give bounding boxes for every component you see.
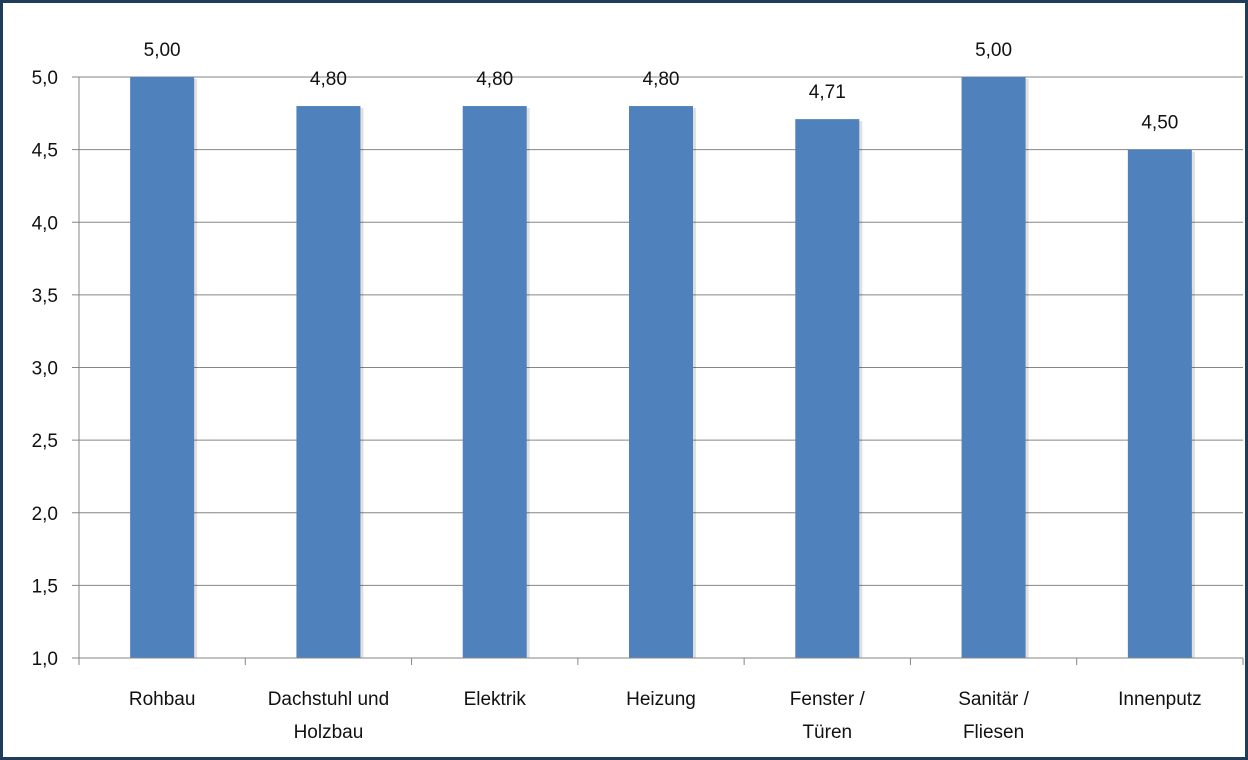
y-tick-label: 5,0 <box>32 68 58 89</box>
data-label: 4,80 <box>643 69 680 90</box>
bar-chart: 1,0 1,5 2,0 2,5 3,0 3,5 4,0 4,5 5,0 5,00 4,80 4,80 4… <box>32 40 1244 743</box>
x-category-label: Sanitär / <box>958 689 1029 710</box>
bar <box>795 119 860 658</box>
x-category-label: Fliesen <box>963 722 1024 743</box>
y-tick-label: 2,5 <box>32 431 58 452</box>
data-label: 4,71 <box>809 82 846 103</box>
y-tick-label: 2,0 <box>32 504 58 525</box>
x-category-label: Rohbau <box>129 689 196 710</box>
bar <box>462 106 527 659</box>
data-label: 4,50 <box>1141 113 1178 134</box>
data-label: 4,80 <box>310 69 347 90</box>
bar <box>1127 149 1192 658</box>
y-tick-label: 1,5 <box>32 576 58 597</box>
y-tick-label: 4,0 <box>32 213 58 234</box>
bar <box>296 106 361 659</box>
y-tick-label: 3,5 <box>32 286 58 307</box>
x-category-label: Türen <box>802 722 852 743</box>
y-tick-label: 4,5 <box>32 141 58 162</box>
x-category-label: Innenputz <box>1118 689 1201 710</box>
x-category-label: Fenster / <box>790 689 866 710</box>
x-category-label: Dachstuhl und <box>268 689 389 710</box>
x-category-label: Elektrik <box>464 689 527 710</box>
data-label: 4,80 <box>476 69 513 90</box>
y-tick-label: 3,0 <box>32 359 58 380</box>
x-category-label: Holzbau <box>294 722 364 743</box>
data-label: 5,00 <box>975 40 1012 61</box>
bar <box>130 77 195 658</box>
data-label: 5,00 <box>144 40 181 61</box>
x-category-label: Heizung <box>626 689 696 710</box>
bar <box>961 77 1026 658</box>
y-tick-label: 1,0 <box>32 649 58 670</box>
bar <box>629 106 693 659</box>
